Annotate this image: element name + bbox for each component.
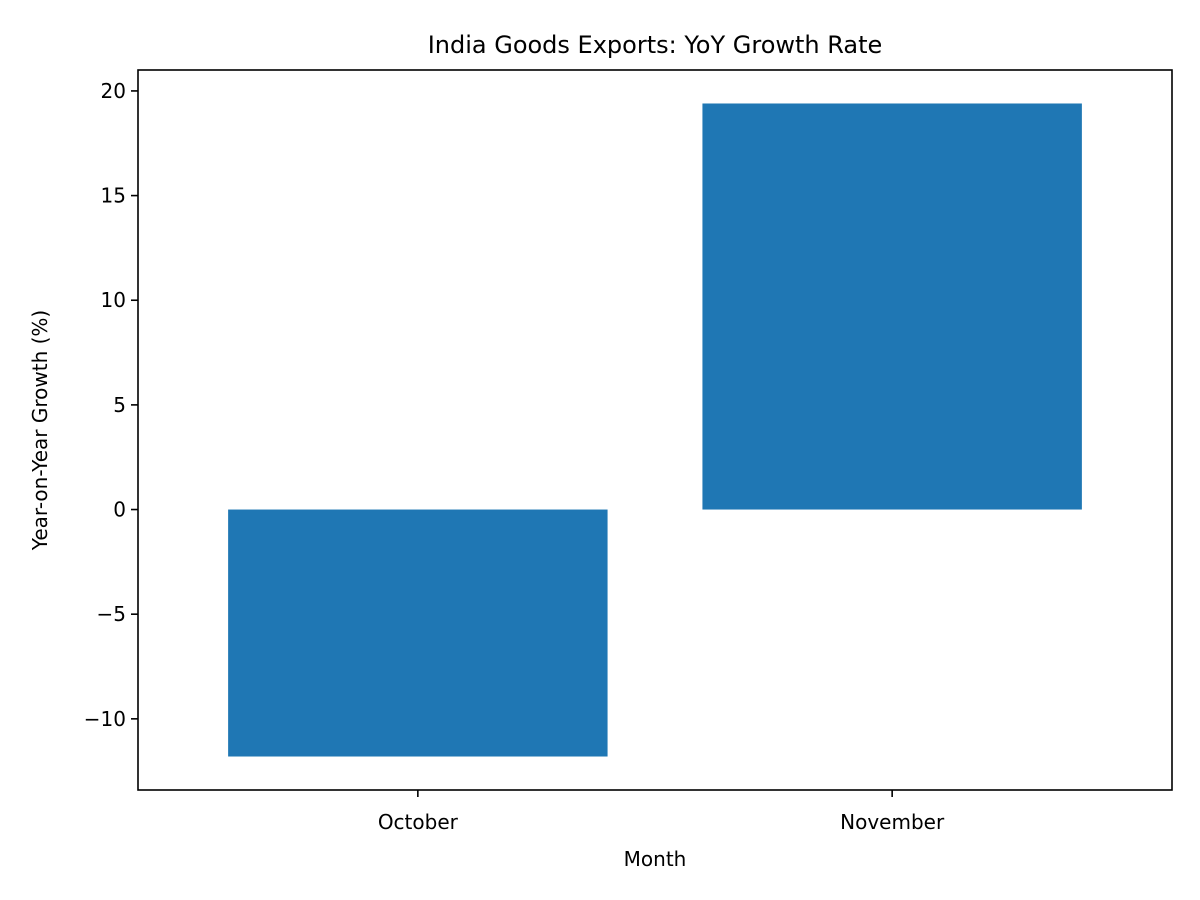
bars-layer (228, 103, 1082, 757)
y-tick-label: 5 (113, 393, 126, 417)
y-tick-label: 15 (101, 184, 126, 208)
bar-october (228, 509, 608, 757)
y-tick-label: 10 (101, 288, 126, 312)
x-tick-label: October (378, 810, 459, 834)
x-tick-label: November (840, 810, 945, 834)
chart-title: India Goods Exports: YoY Growth Rate (428, 31, 883, 59)
y-tick-label: 20 (101, 79, 126, 103)
y-axis: −10 −5 0 5 10 15 20 (84, 79, 138, 731)
y-tick-label: 0 (113, 498, 126, 522)
x-axis: October November (378, 790, 945, 834)
y-tick-label: −10 (84, 707, 126, 731)
plot-area-frame (137, 69, 1173, 791)
bar-november (702, 103, 1082, 510)
y-axis-title: Year-on-Year Growth (%) (28, 310, 52, 551)
x-axis-title: Month (624, 847, 687, 871)
y-tick-label: −5 (97, 602, 126, 626)
